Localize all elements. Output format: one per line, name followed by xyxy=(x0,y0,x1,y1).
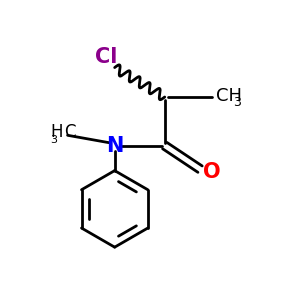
Text: N: N xyxy=(106,136,123,156)
Text: O: O xyxy=(203,162,220,182)
Text: C: C xyxy=(64,123,75,141)
Text: H: H xyxy=(51,123,63,141)
Text: 3: 3 xyxy=(233,96,241,109)
Text: Cl: Cl xyxy=(94,47,117,67)
Text: CH: CH xyxy=(216,86,242,104)
Text: 3: 3 xyxy=(50,135,58,145)
